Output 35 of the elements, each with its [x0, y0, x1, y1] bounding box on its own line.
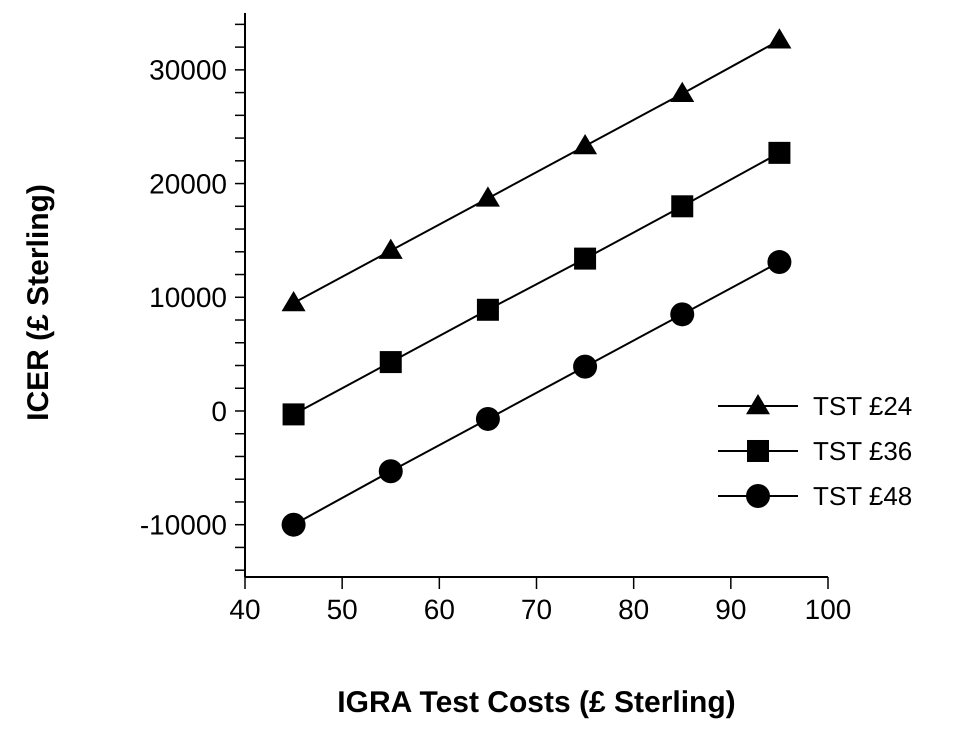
point [476, 406, 500, 431]
point [670, 82, 694, 102]
x-tick-label: 70 [520, 594, 552, 625]
point [574, 248, 596, 270]
point [573, 134, 598, 154]
y-tick-label: 0 [211, 396, 227, 427]
y-tick-label: -10000 [140, 509, 227, 540]
point [767, 28, 792, 49]
point [282, 403, 305, 426]
point [476, 186, 500, 207]
point [670, 302, 694, 326]
point [378, 459, 403, 484]
y-tick-label: 20000 [149, 168, 227, 200]
point [378, 238, 403, 259]
point [476, 298, 499, 321]
point [380, 351, 402, 374]
point [671, 195, 694, 218]
y-tick-label: 30000 [149, 54, 227, 86]
x-tick-label: 80 [618, 594, 650, 625]
x-tick-label: 100 [804, 594, 852, 625]
point [573, 354, 598, 379]
x-tick-label: 90 [715, 594, 746, 625]
y-axis-title: ICER (£ Sterling) [22, 184, 55, 421]
point [767, 250, 792, 274]
x-tick-label: 40 [229, 594, 261, 625]
x-axis-title: IGRA Test Costs (£ Sterling) [337, 686, 736, 719]
legend-label: TST £36 [813, 436, 912, 466]
legend-label: TST £48 [813, 481, 912, 512]
x-tick-label: 50 [326, 594, 358, 625]
point [768, 142, 790, 164]
point [282, 512, 306, 537]
point [282, 290, 306, 312]
y-tick-label: 10000 [149, 282, 227, 314]
legend-label: TST £24 [813, 391, 912, 422]
x-tick-label: 60 [424, 594, 455, 625]
